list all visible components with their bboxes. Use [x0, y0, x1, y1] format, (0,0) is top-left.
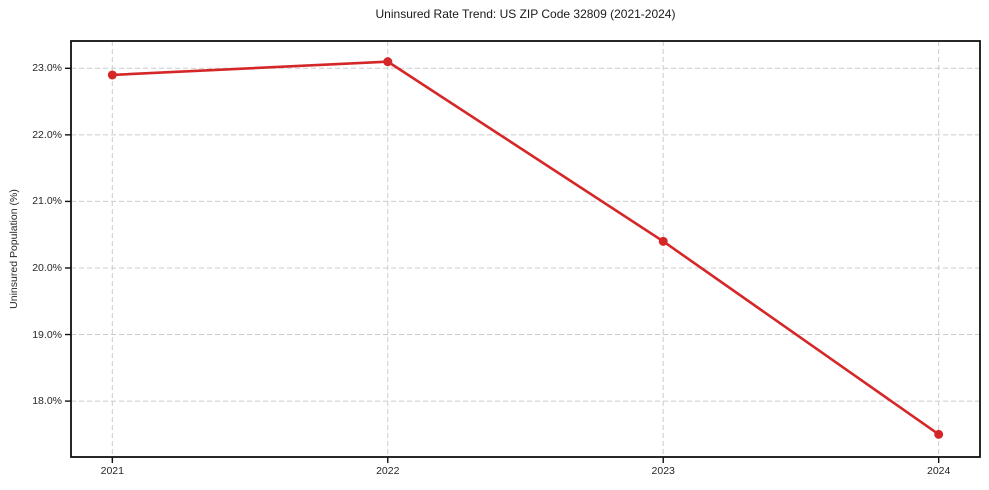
y-tick-label: 23.0%: [32, 62, 62, 75]
x-tick-label: 2024: [926, 465, 951, 477]
data-point-2021: [107, 70, 117, 80]
y-tick-label: 19.0%: [32, 328, 62, 341]
y-tick-label: 20.0%: [32, 261, 62, 274]
x-tick-label: 2021: [100, 465, 124, 477]
data-point-2024: [934, 429, 944, 439]
y-tick-label: 22.0%: [32, 128, 62, 141]
x-tick-label: 2022: [376, 465, 400, 477]
y-tick-label: 21.0%: [32, 195, 62, 208]
plot-border: [70, 40, 981, 458]
chart-title: Uninsured Rate Trend: US ZIP Code 32809 …: [375, 7, 676, 21]
y-tick-label: 18.0%: [32, 395, 62, 408]
trend-line: [111, 60, 940, 436]
data-point-2022: [383, 57, 393, 67]
data-point-2023: [658, 236, 668, 246]
x-tick-label: 2023: [651, 465, 675, 477]
